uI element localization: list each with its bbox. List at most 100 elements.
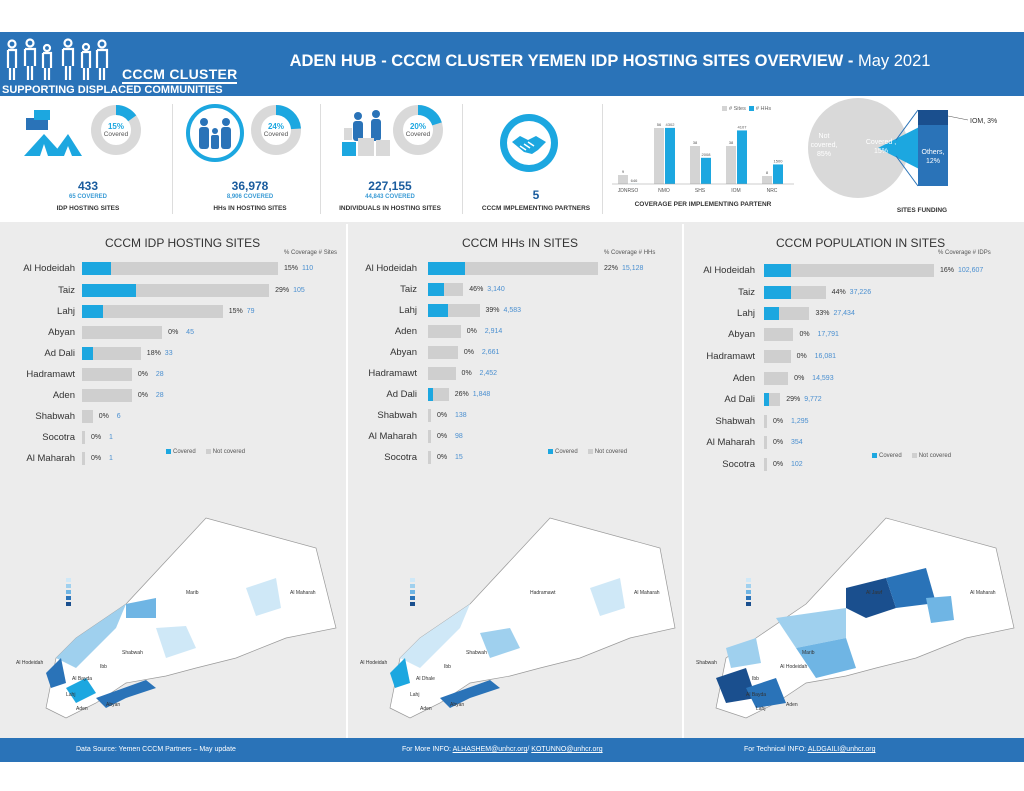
row-coverage-pct: 33%: [815, 310, 830, 317]
hhs-value: 36,978: [231, 179, 269, 193]
row-label: Shabwah: [35, 411, 75, 422]
sites-bar: [726, 146, 736, 184]
panel-title: CCCM IDP HOSTING SITES: [105, 236, 261, 250]
hhs-donut: [251, 105, 301, 155]
sites-value-label: 9: [622, 169, 625, 174]
individuals-pct: 20%: [409, 122, 426, 131]
handshake-icon: [500, 114, 558, 172]
row-coverage-pct: 29%: [275, 287, 290, 294]
footer-separator: /: [527, 746, 530, 753]
map-place-label: Al Maharah: [970, 590, 996, 596]
row-value: 79: [246, 308, 255, 315]
row-label: Lahj: [57, 306, 75, 317]
contact-link-kotunno[interactable]: KOTUNNO@unhcr.org: [531, 746, 603, 753]
bar-not-covered: [82, 389, 132, 402]
kpi-divider: [320, 104, 321, 214]
map-population: [686, 508, 1020, 738]
sites-bar: [690, 146, 700, 184]
map-place-label: Abyan: [106, 702, 121, 708]
row-value: 1,848: [472, 391, 491, 398]
row-label: Shabwah: [377, 410, 417, 421]
bar-not-covered: [428, 367, 456, 380]
panel-legend-top: % Coverage # HHs: [604, 250, 656, 256]
row-coverage-pct: 15%: [284, 265, 299, 272]
row-coverage-pct: 0%: [437, 412, 448, 419]
bar-covered: [764, 286, 792, 299]
idp-sites-donut: [91, 105, 141, 155]
idp-sites-covered: 65 COVERED: [68, 194, 107, 200]
sites-value-label: 8: [766, 170, 769, 175]
individuals-pct-word: Covered: [405, 131, 431, 138]
funding-bar-iom: [918, 110, 948, 125]
bar-covered: [428, 283, 445, 296]
row-coverage-pct: 26%: [454, 391, 469, 398]
funding-pie-not-covered: [808, 98, 908, 198]
bar-covered: [764, 393, 769, 406]
partner-chart-legend: # Sites # HHs: [722, 106, 771, 112]
row-coverage-pct: 0%: [437, 454, 448, 461]
row-label: Abyan: [728, 329, 755, 340]
row-coverage-pct: 0%: [466, 328, 477, 335]
row-label: Al Hodeidah: [23, 263, 75, 274]
row-coverage-pct: 39%: [485, 307, 500, 314]
partner-category-label: NRC: [767, 188, 778, 194]
map-place-label: Al Bayda: [746, 692, 767, 698]
hhs-bar: [773, 164, 783, 184]
row-coverage-pct: 0%: [794, 375, 805, 382]
bar-not-covered: [764, 372, 789, 385]
row-value: 27,434: [833, 310, 855, 317]
bar-not-covered: [82, 326, 163, 339]
bar-covered: [82, 347, 93, 360]
contact-link-alhashem[interactable]: ALHASHEM@unhcr.org: [452, 746, 528, 753]
row-label: Lahj: [399, 305, 417, 316]
bar-not-covered: [428, 262, 598, 275]
row-coverage-pct: 0%: [168, 329, 179, 336]
panel-legend-bottom: Covered Not covered: [548, 449, 627, 455]
bar-not-covered: [764, 415, 767, 428]
row-value: 354: [791, 439, 803, 446]
legend-hhs: # HHs: [755, 106, 772, 112]
cccm-logo-icon: [6, 38, 109, 80]
row-label: Taiz: [738, 287, 755, 298]
logo-subtitle: SUPPORTING DISPLACED COMMUNITIES: [2, 84, 223, 96]
partner-category-label: SHS: [695, 188, 706, 194]
hhs-bar: [665, 127, 675, 184]
map-place-label: Ibb: [444, 664, 451, 670]
funding-covered-label: Covered , 15%: [865, 139, 897, 155]
map-place-label: Shabwah: [466, 650, 487, 656]
funding-title: SITES FUNDING: [896, 207, 948, 214]
bar-covered: [764, 264, 792, 277]
map-place-label: Aden: [786, 702, 798, 708]
family-icon: [186, 104, 244, 162]
partners-value: 5: [532, 188, 540, 202]
row-value: 15: [455, 454, 463, 461]
contact-link-aldgaili[interactable]: ALDGAILI@unhcr.org: [807, 746, 876, 753]
idp-sites-value: 433: [77, 179, 99, 193]
row-label: Taiz: [58, 285, 75, 296]
bar-covered: [428, 388, 434, 401]
partner-category-label: JDNRSO: [618, 188, 639, 194]
bar-not-covered: [82, 262, 278, 275]
row-coverage-pct: 16%: [940, 267, 955, 274]
row-label: Al Maharah: [368, 431, 417, 442]
partner-category-label: IOM: [731, 188, 740, 194]
funding-connector-top: [895, 109, 919, 141]
sites-bar: [654, 128, 664, 184]
individuals-donut: [393, 105, 443, 155]
hhs-value-label: 646: [631, 178, 638, 183]
map-place-label: Al Hodeidah: [16, 660, 44, 666]
row-value: 1: [109, 434, 113, 441]
row-label: Ad Dali: [386, 389, 417, 400]
row-value: 6: [116, 413, 121, 420]
idp-sites-pct-word: Covered: [103, 131, 129, 138]
bar-not-covered: [428, 346, 458, 359]
sites-value-label: 38: [729, 140, 734, 145]
map-place-label: Al Hodeidah: [780, 664, 808, 670]
row-value: 2,661: [481, 349, 500, 356]
map-place-label: Ibb: [752, 676, 759, 682]
partners-label: CCCM IMPLEMENTING PARTNERS: [481, 205, 591, 212]
page-title: ADEN HUB - CCCM CLUSTER YEMEN IDP HOSTIN…: [240, 52, 980, 71]
row-label: Socotra: [722, 459, 755, 470]
partner-chart-title: COVERAGE PER IMPLEMENTING PARTENR: [634, 201, 772, 208]
row-value: 45: [186, 329, 194, 336]
